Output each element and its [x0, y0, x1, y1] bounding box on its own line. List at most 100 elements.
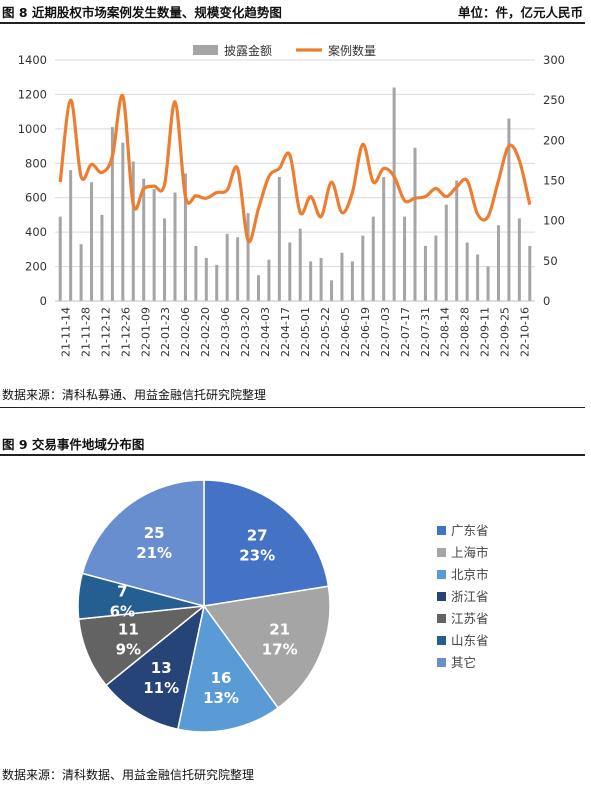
bar-amount: [173, 192, 177, 301]
bar-amount: [225, 233, 229, 301]
pie-slice: [81, 479, 205, 607]
bar-amount: [507, 118, 511, 302]
bar-amount: [476, 254, 480, 301]
pie-value-label: 27: [247, 527, 268, 545]
pie-legend-swatch: [437, 570, 446, 579]
legend-label-count: 案例数量: [328, 43, 376, 58]
pie-value-label: 25: [144, 524, 165, 542]
y-left-tick-label: 0: [40, 294, 47, 308]
x-tick-label: 22-01-23: [159, 307, 172, 357]
bar-amount: [131, 161, 135, 301]
bar-amount: [204, 257, 208, 301]
bar-amount: [340, 252, 344, 301]
figure8-source-rule: [0, 407, 585, 408]
bar-amount: [444, 204, 448, 301]
x-tick-label: 22-07-31: [419, 307, 432, 357]
pie-percent-label: 21%: [136, 544, 172, 562]
x-tick-label: 22-05-22: [319, 307, 332, 357]
y-left-tick-label: 800: [25, 156, 47, 170]
bar-amount: [246, 213, 250, 301]
y-right-tick-label: 300: [543, 53, 565, 67]
pie-slice: [203, 479, 330, 607]
bar-amount: [267, 259, 271, 301]
x-tick-label: 22-08-28: [459, 307, 472, 357]
pie-percent-label: 9%: [116, 640, 141, 658]
y-right-tick-label: 0: [543, 294, 550, 308]
bar-amount: [142, 178, 146, 301]
y-left-tick-label: 1200: [18, 87, 47, 101]
figure8-title: 图 8 近期股权市场案例发生数量、规模变化趋势图: [2, 5, 282, 20]
bar-amount: [90, 182, 94, 301]
bar-amount: [58, 216, 62, 301]
y-left-tick-label: 600: [25, 191, 47, 205]
figure9-header: 图 9 交易事件地域分布图: [0, 432, 585, 456]
bar-amount: [277, 177, 281, 301]
combo-chart: 0 200 400 600 800 1000 1200 1400 0 50 100 150 200 250…: [18, 43, 565, 357]
legend-swatch-amount: [193, 45, 218, 55]
pie-percent-label: 13%: [203, 689, 239, 707]
y-left-tick-label: 200: [25, 260, 47, 274]
y-right-tick-label: 50: [543, 254, 558, 268]
bar-amount: [465, 242, 469, 301]
pie-legend-label: 广东省: [451, 523, 489, 538]
x-tick-label: 22-06-05: [339, 307, 352, 357]
bar-amount: [361, 235, 365, 301]
x-tick-label: 22-02-20: [199, 307, 212, 357]
bar-amount: [69, 170, 73, 301]
bar-amount: [194, 245, 198, 301]
pie-chart: 27 23% 21 17% 16 13% 13 11% 11 9% 7 6% 25 21% 广东省上海市北京…: [77, 479, 489, 733]
pie-legend-swatch: [437, 526, 446, 535]
figure8-source: 数据来源：清科私募通、用益金融信托研究院整理: [2, 388, 267, 402]
x-tick-label: 22-10-16: [519, 307, 532, 357]
x-tick-label: 21-12-12: [99, 307, 112, 357]
bar-amount: [496, 225, 500, 301]
pie-legend-label: 山东省: [451, 633, 489, 648]
pie-legend-swatch: [437, 636, 446, 645]
figure8-unit: 单位：件，亿元人民币: [457, 5, 583, 20]
x-tick-label: 21-12-26: [119, 307, 132, 357]
bar-amount: [392, 87, 396, 301]
bar-amount: [330, 280, 334, 301]
x-tick-label: 22-08-14: [439, 307, 452, 357]
pie-legend-label: 其它: [451, 655, 476, 670]
pie-legend-swatch: [437, 592, 446, 601]
x-tick-label: 21-11-14: [59, 307, 72, 357]
pie-value-label: 7: [117, 583, 127, 601]
figure8-header: 图 8 近期股权市场案例发生数量、规模变化趋势图 单位：件，亿元人民币: [0, 0, 585, 24]
bar-amount: [371, 216, 375, 301]
bar-amount: [486, 266, 490, 301]
figure9-source: 数据来源：清科数据、用益金融信托研究院整理: [2, 768, 255, 782]
bar-amount: [528, 245, 532, 301]
bar-amount: [288, 242, 292, 301]
pie-percent-label: 6%: [110, 603, 135, 621]
x-tick-label: 22-06-19: [359, 307, 372, 357]
bar-amount: [100, 214, 104, 301]
bar-amount: [434, 235, 438, 301]
bar-amount: [298, 228, 302, 301]
bar-amount: [350, 261, 354, 301]
bar-amount: [382, 177, 386, 301]
x-tick-label: 22-03-20: [239, 307, 252, 357]
y-left-tick-label: 1000: [18, 122, 47, 136]
x-tick-label: 21-11-28: [79, 307, 92, 357]
pie-percent-label: 11%: [143, 679, 179, 697]
y-right-tick-label: 100: [543, 214, 565, 228]
x-tick-label: 22-04-03: [259, 307, 272, 357]
pie-legend-swatch: [437, 548, 446, 557]
line-case-count: [58, 94, 532, 244]
pie-legend-label: 北京市: [451, 567, 489, 582]
x-tick-label: 22-07-03: [379, 307, 392, 357]
pie-slice: [202, 585, 331, 709]
x-tick-label: 22-03-06: [219, 307, 232, 357]
pie-value-label: 11: [118, 620, 139, 638]
pie-value-label: 16: [211, 669, 232, 687]
bar-amount: [309, 261, 313, 301]
pie-value-label: 13: [151, 659, 172, 677]
pie-percent-label: 17%: [262, 640, 298, 658]
x-tick-label: 22-01-09: [139, 307, 152, 357]
pie-legend-swatch: [437, 614, 446, 623]
pie-percent-label: 23%: [239, 547, 275, 565]
bar-amount: [79, 244, 83, 301]
y-left-tick-label: 1400: [18, 53, 47, 67]
bar-amount: [110, 127, 114, 301]
